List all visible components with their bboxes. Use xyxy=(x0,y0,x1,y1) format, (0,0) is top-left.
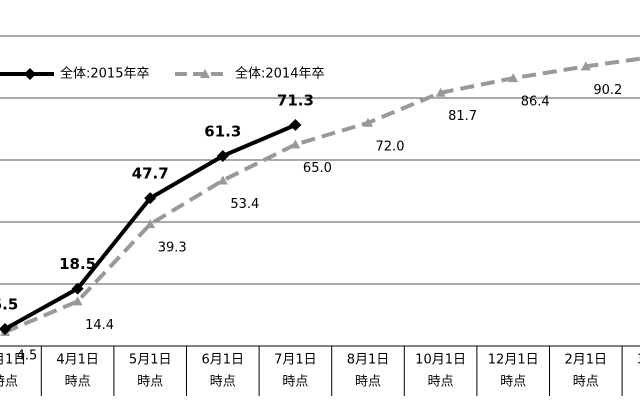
x-tick-label: 12月1日 xyxy=(488,353,539,368)
data-label: 72.0 xyxy=(376,139,405,154)
x-tick-label: 時点 xyxy=(282,375,308,390)
legend-label: 全体:2015年卒 xyxy=(60,66,149,82)
point xyxy=(363,117,373,127)
data-label: 61.3 xyxy=(204,122,241,140)
data-label: 53.4 xyxy=(230,197,259,212)
x-tick-label: 3月1日 xyxy=(637,353,640,368)
data-label: 5.5 xyxy=(0,295,18,313)
x-tick-label: 7月1日 xyxy=(274,353,317,368)
point xyxy=(72,296,83,306)
data-label: 86.4 xyxy=(521,95,550,110)
x-tick-label: 時点 xyxy=(355,375,381,390)
point xyxy=(0,322,11,335)
point xyxy=(290,139,301,149)
data-label: 90.2 xyxy=(593,83,622,98)
x-tick-label: 3月1日 xyxy=(0,353,26,368)
point xyxy=(580,61,591,71)
x-tick-label: 時点 xyxy=(573,375,599,390)
point xyxy=(145,219,156,229)
x-tick-label: 時点 xyxy=(500,375,526,390)
data-label: 39.3 xyxy=(158,241,187,256)
x-tick-label: 時点 xyxy=(65,375,91,390)
legend-label: 全体:2014年卒 xyxy=(235,66,324,82)
point xyxy=(435,87,446,97)
point xyxy=(289,118,302,131)
data-label: 4.5 xyxy=(17,349,38,364)
series-line xyxy=(4,56,640,334)
data-label: 47.7 xyxy=(132,165,169,183)
data-label: 71.3 xyxy=(277,91,314,109)
legend-marker xyxy=(24,68,36,80)
x-tick-label: 時点 xyxy=(137,375,163,390)
point xyxy=(217,175,228,185)
data-label: 18.5 xyxy=(59,255,96,273)
point xyxy=(508,73,519,83)
point xyxy=(216,149,229,162)
x-tick-label: 2月1日 xyxy=(565,353,608,368)
x-tick-label: 8月1日 xyxy=(347,353,390,368)
x-tick-label: 時点 xyxy=(0,375,18,390)
x-tick-label: 時点 xyxy=(428,375,454,390)
data-label: 65.0 xyxy=(303,161,332,176)
legend-marker xyxy=(200,69,210,78)
x-tick-label: 6月1日 xyxy=(202,353,245,368)
x-tick-label: 5月1日 xyxy=(129,353,172,368)
data-label: 14.4 xyxy=(85,318,114,333)
point xyxy=(71,282,84,295)
x-tick-label: 4月1日 xyxy=(56,353,99,368)
data-label: 81.7 xyxy=(448,109,477,124)
point xyxy=(144,192,157,205)
x-tick-label: 10月1日 xyxy=(415,353,466,368)
x-tick-label: 時点 xyxy=(210,375,236,390)
